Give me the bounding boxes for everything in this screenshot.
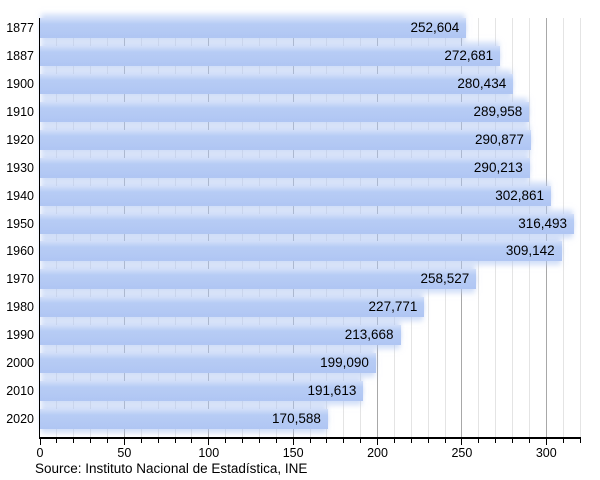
bar-value-label: 290,877 bbox=[475, 131, 524, 147]
x-axis-tick bbox=[242, 438, 243, 443]
x-axis-tick bbox=[512, 438, 513, 443]
bar-value-label: 309,142 bbox=[505, 243, 555, 259]
x-axis-tick bbox=[157, 438, 159, 443]
x-axis-tick-label: 0 bbox=[36, 446, 44, 460]
bar: 252,604 bbox=[40, 18, 467, 38]
x-axis-tick bbox=[562, 438, 564, 443]
bar-value-label: 191,613 bbox=[307, 383, 357, 399]
bar-value-label: 290,213 bbox=[473, 159, 523, 175]
x-axis-tick bbox=[461, 438, 463, 445]
x-axis-tick bbox=[107, 438, 108, 443]
x-axis-tick-label: 150 bbox=[282, 446, 304, 460]
bar: 170,588 bbox=[40, 409, 328, 430]
bar: 302,861 bbox=[40, 185, 552, 206]
bar: 199,090 bbox=[40, 353, 376, 374]
x-axis-tick-label: 100 bbox=[198, 446, 220, 460]
x-axis-tick bbox=[309, 438, 311, 443]
plot-area: 252,604 272,681 280,434 289,958 290,877 290,2… bbox=[40, 18, 581, 437]
bar-value-label: 252,604 bbox=[410, 20, 460, 35]
bar-value-label: 272,681 bbox=[444, 47, 494, 63]
bar: 227,771 bbox=[40, 297, 425, 318]
y-axis-label: 2000 bbox=[6, 356, 34, 371]
x-axis-tick bbox=[410, 438, 412, 443]
bar: 309,142 bbox=[40, 241, 562, 262]
x-axis-tick-label: 200 bbox=[367, 446, 388, 460]
bar-value-label: 289,958 bbox=[473, 103, 523, 119]
x-axis-tick bbox=[343, 438, 345, 443]
y-axis-label: 2020 bbox=[6, 412, 34, 427]
x-axis-tick bbox=[444, 438, 446, 443]
bar: 191,613 bbox=[40, 381, 364, 402]
x-axis-tick bbox=[360, 438, 362, 443]
y-axis-line bbox=[38, 18, 40, 438]
y-axis-label: 1930 bbox=[6, 160, 34, 175]
x-axis-line bbox=[38, 437, 581, 439]
bar: 290,213 bbox=[40, 157, 530, 178]
x-axis-tick bbox=[545, 438, 547, 445]
bar: 289,958 bbox=[40, 101, 530, 122]
x-axis-tick bbox=[191, 438, 193, 443]
y-axis-label: 1920 bbox=[6, 132, 34, 147]
bar: 213,668 bbox=[40, 325, 401, 346]
x-axis-tick bbox=[326, 438, 328, 443]
source-note: Source: Instituto Nacional de Estadístic… bbox=[35, 461, 308, 476]
x-axis-tick bbox=[174, 438, 176, 443]
bar-value-label: 213,668 bbox=[344, 327, 394, 343]
gridline-minor bbox=[579, 18, 581, 437]
bar: 272,681 bbox=[40, 45, 501, 66]
bar-value-label: 302,861 bbox=[495, 187, 545, 203]
x-axis-tick bbox=[258, 438, 260, 443]
x-axis-tick bbox=[495, 438, 497, 443]
x-axis-tick bbox=[225, 438, 227, 443]
y-axis-label: 1960 bbox=[6, 244, 34, 259]
x-axis-tick bbox=[90, 438, 92, 443]
x-axis-tick-label: 250 bbox=[451, 446, 473, 460]
y-axis-label: 1910 bbox=[6, 104, 34, 119]
x-axis-tick bbox=[427, 438, 429, 443]
x-axis-tick bbox=[123, 438, 125, 445]
bar: 290,877 bbox=[40, 129, 531, 150]
x-axis-tick bbox=[377, 438, 378, 445]
x-axis-tick bbox=[292, 438, 294, 445]
x-axis-tick bbox=[56, 438, 58, 443]
y-axis-label: 1990 bbox=[6, 328, 34, 343]
y-axis-label: 1877 bbox=[6, 21, 34, 35]
bar-value-label: 170,588 bbox=[272, 411, 321, 427]
bar: 258,527 bbox=[40, 269, 477, 290]
bar-value-label: 258,527 bbox=[420, 271, 470, 287]
y-axis-label: 1950 bbox=[6, 216, 34, 231]
x-axis-tick-label: 50 bbox=[117, 446, 132, 460]
x-axis-tick bbox=[528, 438, 530, 443]
y-axis-label: 1940 bbox=[6, 188, 34, 203]
bar: 316,493 bbox=[40, 213, 575, 234]
y-axis-label: 1887 bbox=[6, 48, 34, 63]
x-axis-tick bbox=[39, 438, 41, 445]
x-axis-tick bbox=[393, 438, 395, 443]
bar-value-label: 280,434 bbox=[457, 75, 507, 91]
x-axis-tick bbox=[73, 438, 75, 443]
bar: 280,434 bbox=[40, 73, 514, 94]
y-axis-label: 1900 bbox=[6, 76, 34, 91]
bar-value-label: 199,090 bbox=[320, 355, 369, 371]
y-axis-label: 1970 bbox=[6, 272, 34, 287]
x-axis-tick bbox=[275, 438, 277, 443]
y-axis-label: 2010 bbox=[6, 384, 34, 399]
bar-value-label: 316,493 bbox=[518, 215, 568, 231]
x-axis-tick bbox=[579, 438, 581, 443]
x-axis-tick bbox=[208, 438, 210, 445]
x-axis-tick bbox=[140, 438, 142, 443]
x-axis-tick-label: 300 bbox=[535, 446, 557, 460]
bar-value-label: 227,771 bbox=[368, 299, 418, 315]
y-axis-label: 1980 bbox=[6, 300, 34, 315]
x-axis-tick bbox=[478, 438, 480, 443]
